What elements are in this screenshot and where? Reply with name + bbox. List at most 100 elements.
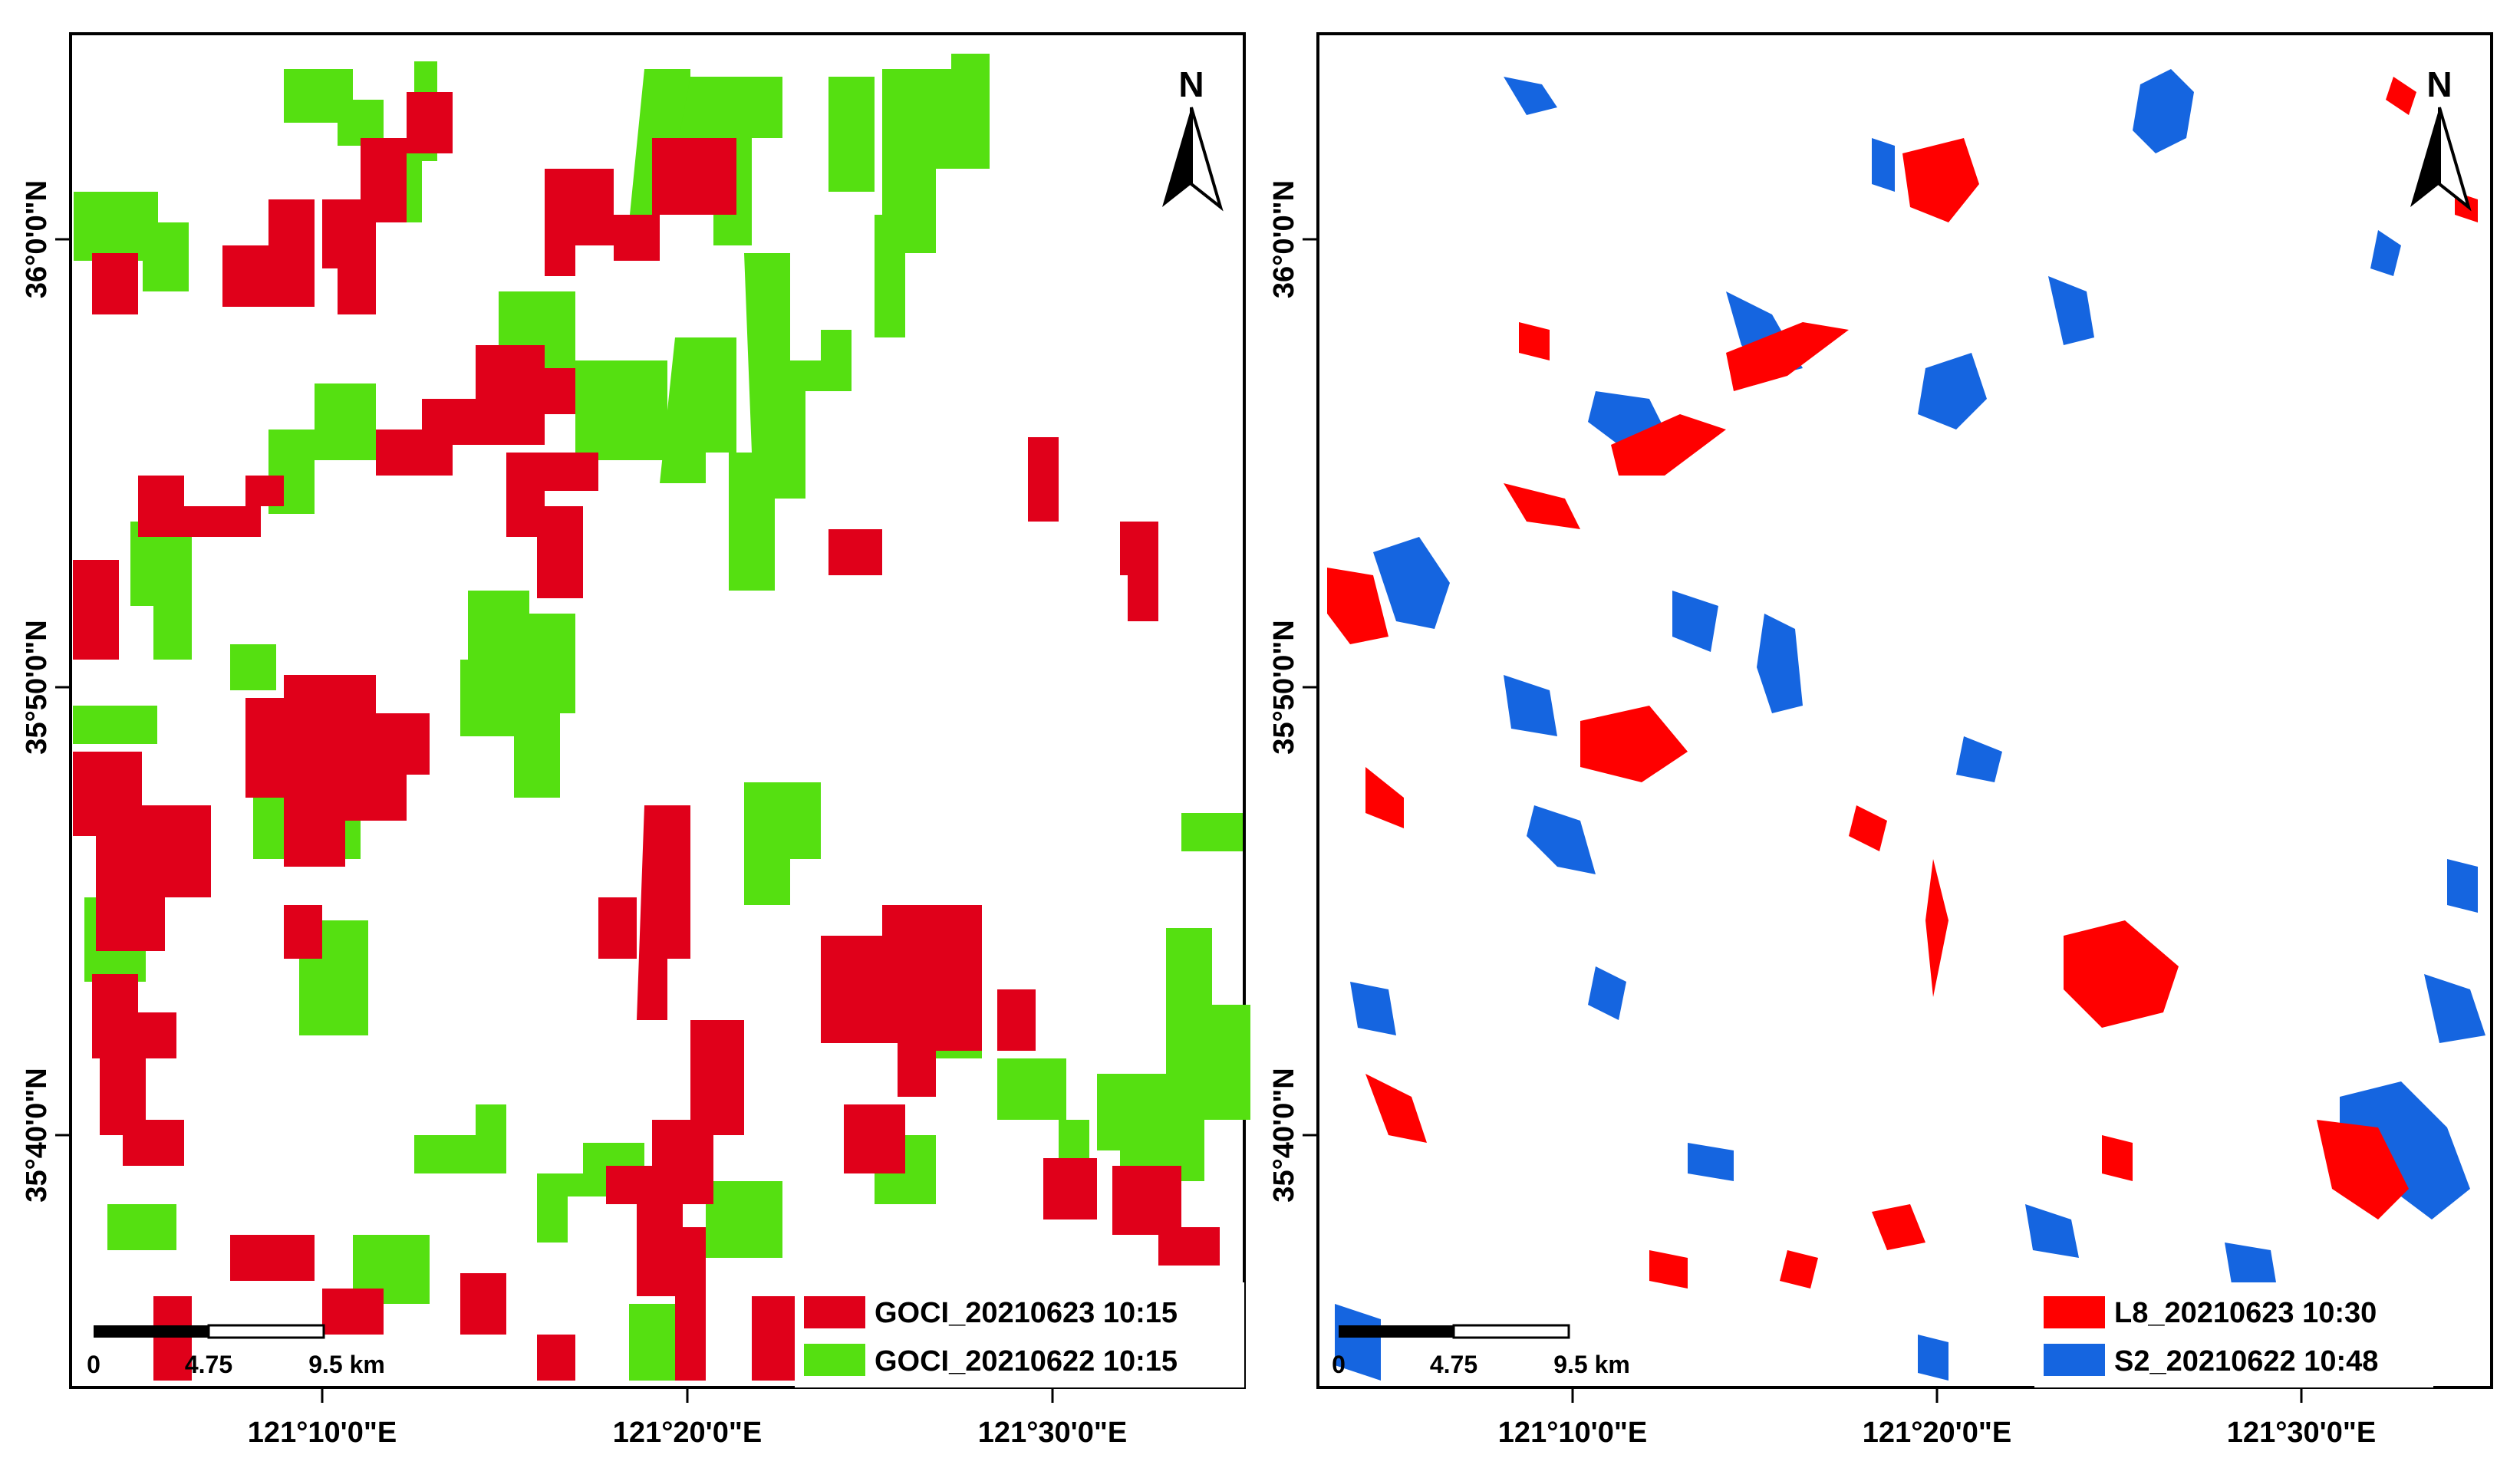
green-patch: [460, 591, 575, 798]
red-patch: [245, 675, 430, 867]
scale-bar-white: [1452, 1324, 1570, 1339]
red-patch: [506, 453, 598, 537]
scale-label-end: 9.5 km: [308, 1351, 385, 1378]
map-frame: [1316, 32, 2493, 1389]
red-patch: [1158, 1227, 1220, 1266]
red-patch: [537, 1335, 575, 1381]
scale-bar-black: [1339, 1325, 1454, 1338]
legend-swatch-red: [804, 1296, 865, 1328]
lon-labels: 121°10'0"E 121°20'0"E 121°30'0"E: [1498, 1387, 2376, 1449]
red-patch: [1649, 1250, 1688, 1289]
scale-label-mid: 4.75: [1430, 1351, 1477, 1378]
green-patch: [107, 1204, 176, 1250]
green-patch: [729, 253, 852, 591]
green-patch: [706, 1181, 782, 1258]
lon-label: 121°20'0"E: [1863, 1417, 2011, 1449]
red-patch: [828, 529, 882, 575]
lon-label: 121°30'0"E: [978, 1417, 1127, 1449]
red-patch: [1327, 568, 1388, 644]
lat-label: 36°0'0"N: [21, 180, 53, 298]
red-patch: [1849, 805, 1887, 851]
north-arrow: N: [1162, 64, 1224, 212]
blue-patch: [1688, 1143, 1734, 1181]
red-patch: [73, 752, 211, 951]
red-patch: [1028, 437, 1059, 522]
legend-swatch-green: [804, 1344, 865, 1376]
red-patch: [138, 476, 284, 537]
lon-label: 121°20'0"E: [613, 1417, 762, 1449]
red-patch: [1580, 706, 1688, 782]
red-patch: [675, 1227, 706, 1381]
blue-patch: [1672, 591, 1718, 652]
green-patch: [73, 706, 157, 744]
red-patch: [92, 253, 138, 314]
red-patch: [1872, 1204, 1925, 1250]
blue-patch: [1504, 675, 1557, 736]
red-patch: [821, 905, 982, 1097]
lat-labels: 36°0'0"N 35°50'0"N 35°40'0"N: [21, 180, 71, 1203]
blue-patch: [1588, 966, 1626, 1020]
map-goci: N 0 4.75 9.5 km GOCI_20210623 10:15 GOCI…: [21, 32, 1250, 1449]
red-patch: [73, 560, 119, 660]
red-patch: [1120, 522, 1158, 621]
blue-patch: [1504, 77, 1557, 115]
blue-patch: [1918, 1335, 1948, 1381]
red-patch: [230, 1235, 315, 1281]
blue-patch: [1335, 1304, 1381, 1381]
legend-swatch-red: [2044, 1296, 2105, 1328]
north-arrow-icon: [2410, 107, 2439, 207]
green-patch: [1181, 813, 1243, 851]
scale-bar-white: [207, 1324, 325, 1339]
lat-label: 35°50'0"N: [1268, 620, 1300, 754]
green-patch: [414, 1104, 506, 1173]
blue-patch: [2025, 1204, 2079, 1258]
lat-label: 35°40'0"N: [1268, 1068, 1300, 1202]
north-arrow: N: [2410, 64, 2472, 212]
algae-patches-goci: [73, 54, 1250, 1381]
legend: L8_20210623 10:30 S2_20210622 10:48: [2034, 1282, 2433, 1387]
legend-label-1: L8_20210623 10:30: [2114, 1297, 2377, 1329]
north-label: N: [1178, 64, 1204, 104]
legend-box: [795, 1282, 1244, 1387]
algae-patches-l8-s2: [1327, 69, 2485, 1381]
red-patch: [1925, 859, 1948, 997]
red-patch: [1365, 767, 1404, 828]
scale-label-end: 9.5 km: [1553, 1351, 1630, 1378]
red-patch: [2102, 1135, 2133, 1181]
green-patch: [875, 54, 990, 337]
red-patch: [637, 805, 690, 1020]
blue-patch: [2424, 974, 2485, 1043]
red-patch: [460, 1273, 506, 1335]
red-patch: [1365, 1074, 1427, 1143]
blue-patch: [2447, 859, 2478, 913]
red-patch: [1726, 322, 1849, 391]
lat-label: 35°40'0"N: [21, 1068, 53, 1202]
red-patch: [100, 1058, 184, 1166]
scale-label-mid: 4.75: [185, 1351, 232, 1378]
legend-swatch-blue: [2044, 1344, 2105, 1376]
lon-label: 121°30'0"E: [2227, 1417, 2376, 1449]
north-label: N: [2426, 64, 2452, 104]
blue-patch: [1918, 353, 1987, 430]
scale-label-0: 0: [87, 1351, 100, 1378]
red-patch: [153, 1296, 192, 1381]
blue-patch: [2133, 69, 2194, 153]
scale-bar-black: [94, 1325, 209, 1338]
blue-patch: [1527, 805, 1596, 874]
red-patch: [92, 974, 176, 1058]
lon-labels: 121°10'0"E 121°20'0"E 121°30'0"E: [248, 1387, 1127, 1449]
red-patch: [1519, 322, 1550, 360]
blue-patch: [1373, 537, 1450, 629]
green-patch: [268, 383, 376, 514]
green-patch: [499, 291, 667, 460]
green-patch: [353, 1235, 430, 1304]
red-patch: [1611, 414, 1726, 476]
scale-bar: 0 4.75 9.5 km: [1332, 1324, 1630, 1378]
red-patch: [222, 199, 315, 307]
map-landsat-sentinel: N 0 4.75 9.5 km L8_20210623 10:30 S2_202…: [1268, 32, 2493, 1449]
scale-bar: 0 4.75 9.5 km: [87, 1324, 385, 1378]
green-patch: [230, 644, 276, 690]
north-arrow-icon-half: [1190, 107, 1224, 212]
scale-label-0: 0: [1332, 1351, 1346, 1378]
